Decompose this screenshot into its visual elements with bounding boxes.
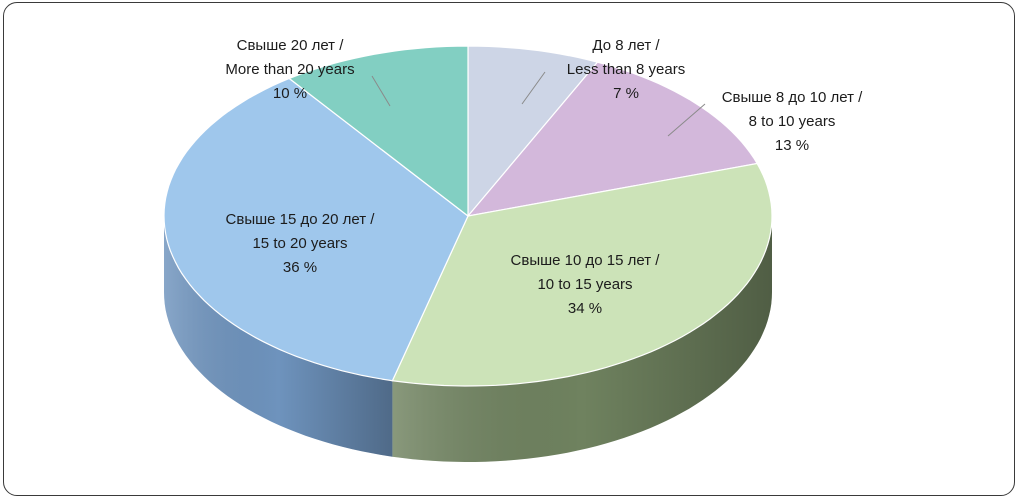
slice-percent-1: 13 % — [775, 137, 809, 154]
pie-tops — [163, 45, 773, 387]
leader-line-0 — [521, 71, 546, 105]
pie-sides — [164, 216, 772, 462]
pie-slice-3 — [163, 77, 469, 382]
pie-side-shade-3 — [164, 216, 393, 457]
slice-percent-0: 7 % — [613, 85, 639, 102]
pie-slice-4 — [288, 45, 469, 218]
pie-slice-2 — [391, 162, 773, 387]
pie-slice-1 — [466, 61, 759, 217]
slice-label-line2-2: 10 to 15 years — [537, 276, 632, 293]
pie-slice-0 — [467, 45, 599, 218]
slice-label-line1-3: Свыше 15 до 20 лет / — [226, 211, 376, 228]
slice-percent-3: 36 % — [283, 259, 317, 276]
slice-percent-2: 34 % — [568, 300, 602, 317]
leader-line-4 — [371, 75, 391, 107]
slice-label-line1-1: Свыше 8 до 10 лет / — [722, 89, 863, 106]
leader-line-1 — [667, 103, 706, 137]
pie-side-shade-2 — [392, 216, 772, 462]
slice-label-line1-2: Свыше 10 до 15 лет / — [511, 252, 661, 269]
leader-lines — [371, 71, 706, 137]
slice-label-line1-0: До 8 лет / — [592, 37, 660, 54]
slice-label-line2-4: More than 20 years — [225, 61, 354, 78]
data-labels: До 8 лет / Less than 8 years 7 % Свыше 8 до… — [225, 37, 863, 317]
slice-label-line2-1: 8 to 10 years — [749, 113, 836, 130]
slice-label-line2-0: Less than 8 years — [567, 61, 685, 78]
slice-label-line2-3: 15 to 20 years — [252, 235, 347, 252]
slice-label-line1-4: Свыше 20 лет / — [237, 37, 345, 54]
slice-percent-4: 10 % — [273, 85, 307, 102]
